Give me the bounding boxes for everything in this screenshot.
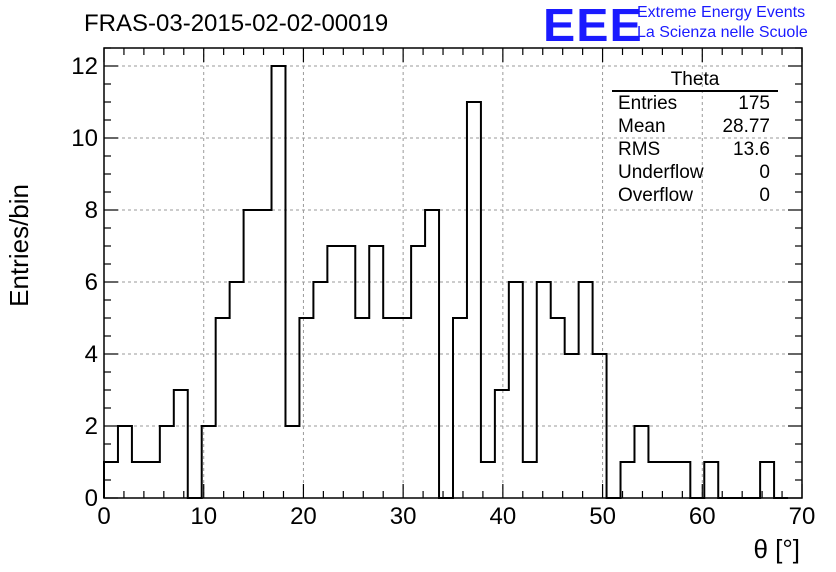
y-axis-label: Entries/bin [4,184,34,307]
stats-title: Theta [612,70,778,92]
histogram-bin [285,426,299,498]
stat-label: Mean [618,116,666,137]
x-tick-label: 70 [789,503,816,530]
x-tick-label: 20 [290,503,317,530]
stat-label: RMS [618,139,661,160]
logo-text-line2: La Scienza nelle Scuole [637,24,808,41]
stat-label: Entries [618,93,678,114]
histogram-bin [453,318,467,498]
stat-value: 0 [759,185,770,206]
stat-row-underflow: Underflow 0 [612,161,778,184]
histogram-bin [118,426,132,498]
histogram-bin [369,246,383,498]
histogram-bin [411,246,425,498]
histogram-bin [244,210,258,498]
histogram-bin [495,390,509,498]
histogram-bin [537,282,551,498]
histogram-bin [634,426,648,498]
y-tick-label: 2 [85,413,98,440]
histogram-bin [174,390,188,498]
histogram-bin [579,282,593,498]
histogram-bin [509,282,523,498]
logo-text-line1: Extreme Energy Events [637,4,806,21]
y-tick-label: 0 [85,485,98,512]
plot-frame [103,47,803,499]
logo-mark: EEE [543,0,643,51]
stats-box: Theta Entries 175 Mean 28.77 RMS 13.6 Un… [612,70,778,207]
x-tick-label: 60 [689,503,716,530]
stat-label: Underflow [618,162,704,183]
histogram-bin [704,462,718,498]
histogram-bin [397,318,411,498]
histogram-bin [676,462,690,498]
histogram-bin [327,246,341,498]
histogram-bin [383,318,397,498]
y-tick-label: 6 [85,269,98,296]
y-tick-label: 8 [85,197,98,224]
y-tick-label: 12 [71,53,98,80]
run-title: FRAS-03-2015-02-02-00019 [84,10,389,37]
stat-value: 13.6 [733,139,770,160]
histogram-bin [258,210,272,498]
histogram-bin [425,210,439,498]
axes: 0 10 20 30 40 50 60 70 0 2 4 6 8 10 12 [71,47,816,530]
stat-value: 28.77 [722,116,770,137]
stat-value: 175 [738,93,770,114]
x-tick-label: 10 [190,503,217,530]
histogram-bin [160,426,174,498]
stat-row-overflow: Overflow 0 [612,184,778,207]
stat-label: Overflow [618,185,693,206]
histogram-bin [467,102,481,498]
histogram-bin [593,354,607,498]
histogram-bin [272,66,286,498]
y-tick-label: 4 [85,341,98,368]
histogram-bin [523,462,537,498]
stat-value: 0 [759,162,770,183]
histogram-bin [551,318,565,498]
x-tick-label: 40 [490,503,517,530]
histogram-bin [648,462,662,498]
histogram-bin [313,282,327,498]
x-tick-label: 50 [589,503,616,530]
histogram-bin [216,318,230,498]
y-tick-label: 10 [71,125,98,152]
histogram-bin [230,282,244,498]
stat-row-rms: RMS 13.6 [612,138,778,161]
histogram-bin [565,354,579,498]
stat-row-entries: Entries 175 [612,92,778,115]
histogram-bin [662,462,676,498]
histogram-bin [299,318,313,498]
x-tick-label: 30 [390,503,417,530]
x-axis-label: θ [°] [753,534,800,564]
histogram-bin [355,318,369,498]
x-tick-label: 0 [97,503,110,530]
histogram-bin [146,462,160,498]
stat-row-mean: Mean 28.77 [612,115,778,138]
histogram-bin [341,246,355,498]
